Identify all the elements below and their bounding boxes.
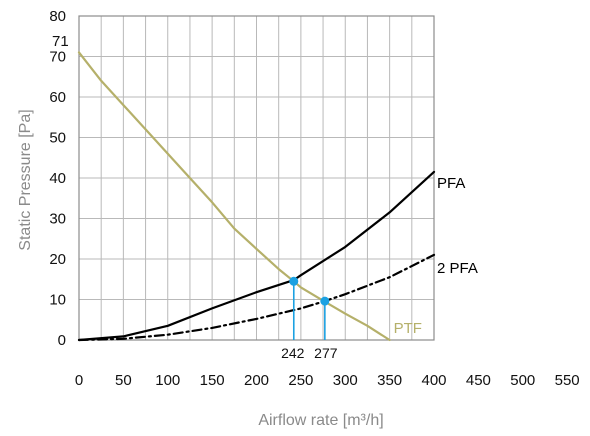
- y-tick-label: 20: [49, 251, 66, 268]
- y-tick-label: 80: [49, 8, 66, 25]
- operating-point-marker: [289, 276, 299, 286]
- series-labels: PTF PFA 2 PFA: [394, 175, 478, 337]
- y-tick-label: 60: [49, 89, 66, 106]
- x-tick-label: 150: [200, 372, 225, 389]
- series-label-2-pfa: 2 PFA: [437, 260, 478, 277]
- x-tick-label: 250: [288, 372, 313, 389]
- y-tick-label: 0: [58, 332, 66, 349]
- y-tick-label: 10: [49, 292, 66, 309]
- series-line-pfa: [77, 170, 436, 342]
- x-axis-title: Airflow rate [m³/h]: [258, 412, 383, 429]
- y-tick-label: 30: [49, 211, 66, 228]
- x-tick-label: 50: [115, 372, 132, 389]
- x-tick-label: 300: [333, 372, 358, 389]
- x-tick-label: 400: [421, 372, 446, 389]
- x-tick-label: 500: [510, 372, 535, 389]
- x-tick-label: 100: [155, 372, 180, 389]
- x-tick-label: 550: [555, 372, 580, 389]
- x-tick-labels: 0 50 100 150 200 250 300 350 400 450 500 550: [75, 372, 580, 389]
- grid: [79, 16, 434, 340]
- operating-point-marker: [320, 296, 330, 306]
- series-lines: [77, 51, 436, 342]
- y-tick-label: 40: [49, 170, 66, 187]
- series-line-2-pfa: [77, 253, 436, 342]
- y-tick-labels: 0 10 20 30 40 50 60 70 80: [49, 8, 66, 349]
- y-axis-title: Static Pressure [Pa]: [17, 109, 34, 250]
- operating-point-guides: [292, 281, 326, 340]
- series-line-ptf: [77, 51, 391, 342]
- operating-points: 242 277: [281, 276, 338, 361]
- series-label-ptf: PTF: [394, 320, 422, 337]
- x-tick-label: 200: [244, 372, 269, 389]
- series-label-pfa: PFA: [437, 175, 465, 192]
- x-tick-label: 450: [466, 372, 491, 389]
- operating-point-label: 277: [314, 345, 338, 361]
- y-tick-label: 50: [49, 130, 66, 147]
- x-tick-label: 350: [377, 372, 402, 389]
- plot-frame: [78, 15, 435, 341]
- y-tick-label: 70: [49, 49, 66, 66]
- annotation-71: 71: [52, 33, 69, 50]
- operating-point-label: 242: [281, 345, 305, 361]
- x-tick-label: 0: [75, 372, 83, 389]
